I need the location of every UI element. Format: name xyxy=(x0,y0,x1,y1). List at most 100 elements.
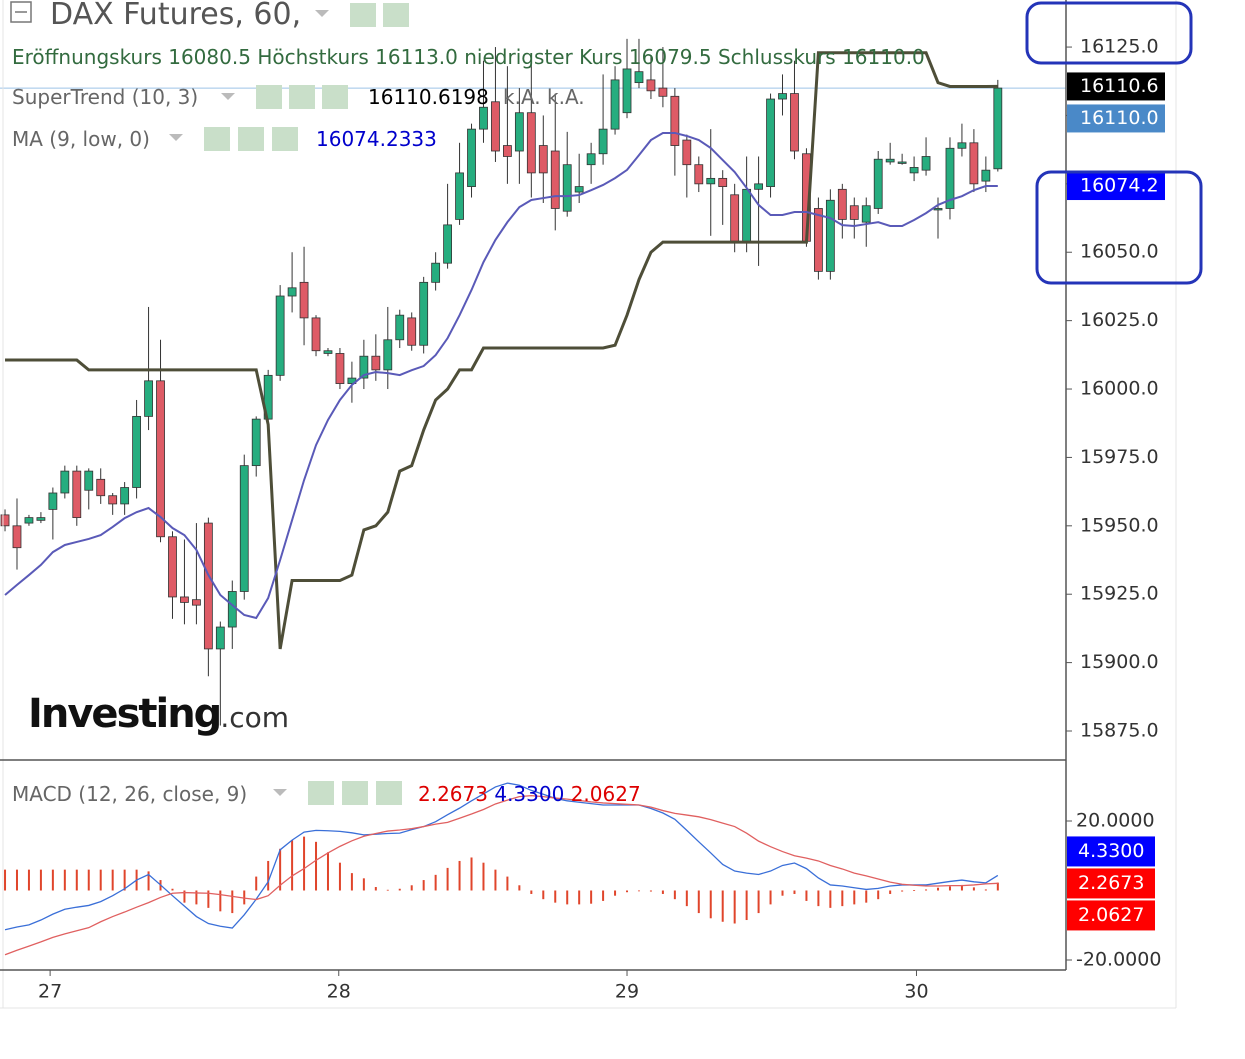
histogram-bar xyxy=(458,860,461,891)
histogram-bar xyxy=(219,890,222,912)
histogram-bar xyxy=(315,841,318,891)
histogram-bar xyxy=(566,890,569,905)
candle-body xyxy=(239,465,249,592)
candle-body xyxy=(514,112,524,152)
axis-layer: 16125.016100.016075.016050.016025.016000… xyxy=(38,36,1165,1003)
na-label: k.A. xyxy=(547,85,585,109)
eye-icon[interactable] xyxy=(350,3,376,27)
histogram-bar xyxy=(925,889,928,891)
candle-body xyxy=(443,224,452,264)
histogram-bar xyxy=(279,848,282,891)
y-tick-label: 15900.0 xyxy=(1080,651,1159,673)
eye-icon[interactable] xyxy=(308,781,334,805)
histogram-bar xyxy=(195,890,198,905)
dropdown-arrow[interactable] xyxy=(169,134,183,141)
histogram-bar xyxy=(757,890,760,914)
y-tick-label: 16050.0 xyxy=(1080,241,1159,263)
legend-value: 16080.5 xyxy=(168,45,251,69)
eye-icon[interactable] xyxy=(204,127,230,151)
histogram-bar xyxy=(697,890,700,914)
settings-icon[interactable] xyxy=(289,85,315,109)
candle-body xyxy=(419,281,429,346)
candle-body xyxy=(969,142,979,185)
candle-body xyxy=(837,188,847,220)
histogram-bar xyxy=(326,852,329,891)
histogram-bar xyxy=(147,871,150,891)
histogram-bar xyxy=(685,890,688,907)
candle-body xyxy=(538,145,548,174)
x-tick-label: 30 xyxy=(904,981,928,1003)
histogram-bar xyxy=(649,890,652,892)
histogram-bar xyxy=(303,836,306,891)
histogram-bar xyxy=(410,885,413,891)
legend-label: Schlusskurs xyxy=(718,45,836,69)
histogram-bar xyxy=(482,862,485,891)
dropdown-arrow[interactable] xyxy=(221,93,235,100)
candle-body xyxy=(933,208,943,211)
candle-body xyxy=(275,295,285,376)
remove-icon[interactable] xyxy=(322,85,348,109)
candle-body xyxy=(885,158,895,163)
candle-body xyxy=(395,314,405,341)
supertrend-legend: SuperTrend (10, 3) xyxy=(12,85,198,109)
x-tick-label: 29 xyxy=(615,981,639,1003)
dropdown-arrow[interactable] xyxy=(273,789,287,796)
highlight-annotation xyxy=(1025,1,1193,65)
candle-body xyxy=(503,145,512,157)
candle-body xyxy=(550,150,560,209)
settings-icon[interactable] xyxy=(383,3,409,27)
histogram-bar xyxy=(889,890,892,894)
candle-body xyxy=(335,353,345,384)
histogram-bar xyxy=(63,869,66,891)
histogram-bar xyxy=(386,889,389,891)
histogram-bar xyxy=(733,890,736,924)
histogram-bar xyxy=(602,890,605,901)
histogram-bar xyxy=(805,890,808,901)
candle-body xyxy=(48,492,58,510)
histogram-bar xyxy=(506,876,509,891)
plot-layer xyxy=(0,38,1066,956)
histogram-bar xyxy=(183,890,186,903)
eye-icon[interactable] xyxy=(256,85,282,109)
histogram-bar xyxy=(841,890,844,907)
watermark-suffix: .com xyxy=(220,701,289,734)
histogram-bar xyxy=(51,869,54,891)
histogram-bar xyxy=(470,857,473,891)
y-tick-label: 16125.0 xyxy=(1080,36,1159,58)
candle-body xyxy=(778,93,787,100)
histogram-bar xyxy=(637,890,640,892)
supertrend-extra: k.A. k.A. xyxy=(503,85,585,109)
settings-icon[interactable] xyxy=(342,781,368,805)
histogram-bar xyxy=(530,890,533,894)
histogram-bar xyxy=(781,890,784,896)
candle-body xyxy=(12,525,22,549)
histogram-bar xyxy=(99,869,102,891)
legend-label: Eröffnungskurs xyxy=(12,45,162,69)
candle-body xyxy=(36,517,46,521)
histogram-bar xyxy=(614,890,617,896)
macd-legend: MACD (12, 26, close, 9) xyxy=(12,782,247,806)
candle-body xyxy=(84,470,94,491)
remove-icon[interactable] xyxy=(272,127,298,151)
histogram-bar xyxy=(494,869,497,891)
histogram-bar xyxy=(542,890,545,900)
candle-body xyxy=(706,177,716,185)
histogram-bar xyxy=(338,862,341,891)
signal-value: 2.0627 xyxy=(571,782,641,806)
x-tick-label: 28 xyxy=(327,981,351,1003)
na-label: k.A. xyxy=(503,85,541,109)
price-tag-label: 16074.2 xyxy=(1080,175,1159,197)
candle-body xyxy=(849,205,859,220)
remove-icon[interactable] xyxy=(376,781,402,805)
macd-values: 2.2673 4.3300 2.0627 xyxy=(418,782,641,806)
candle-body xyxy=(873,158,883,209)
candle-body xyxy=(861,205,871,223)
histogram-bar xyxy=(243,890,246,905)
dropdown-arrow[interactable] xyxy=(315,10,329,17)
collapse-icon[interactable] xyxy=(10,1,32,23)
settings-icon[interactable] xyxy=(238,127,264,151)
histogram-bar xyxy=(518,885,521,891)
candle-body xyxy=(467,128,476,187)
histogram-bar xyxy=(769,890,772,905)
